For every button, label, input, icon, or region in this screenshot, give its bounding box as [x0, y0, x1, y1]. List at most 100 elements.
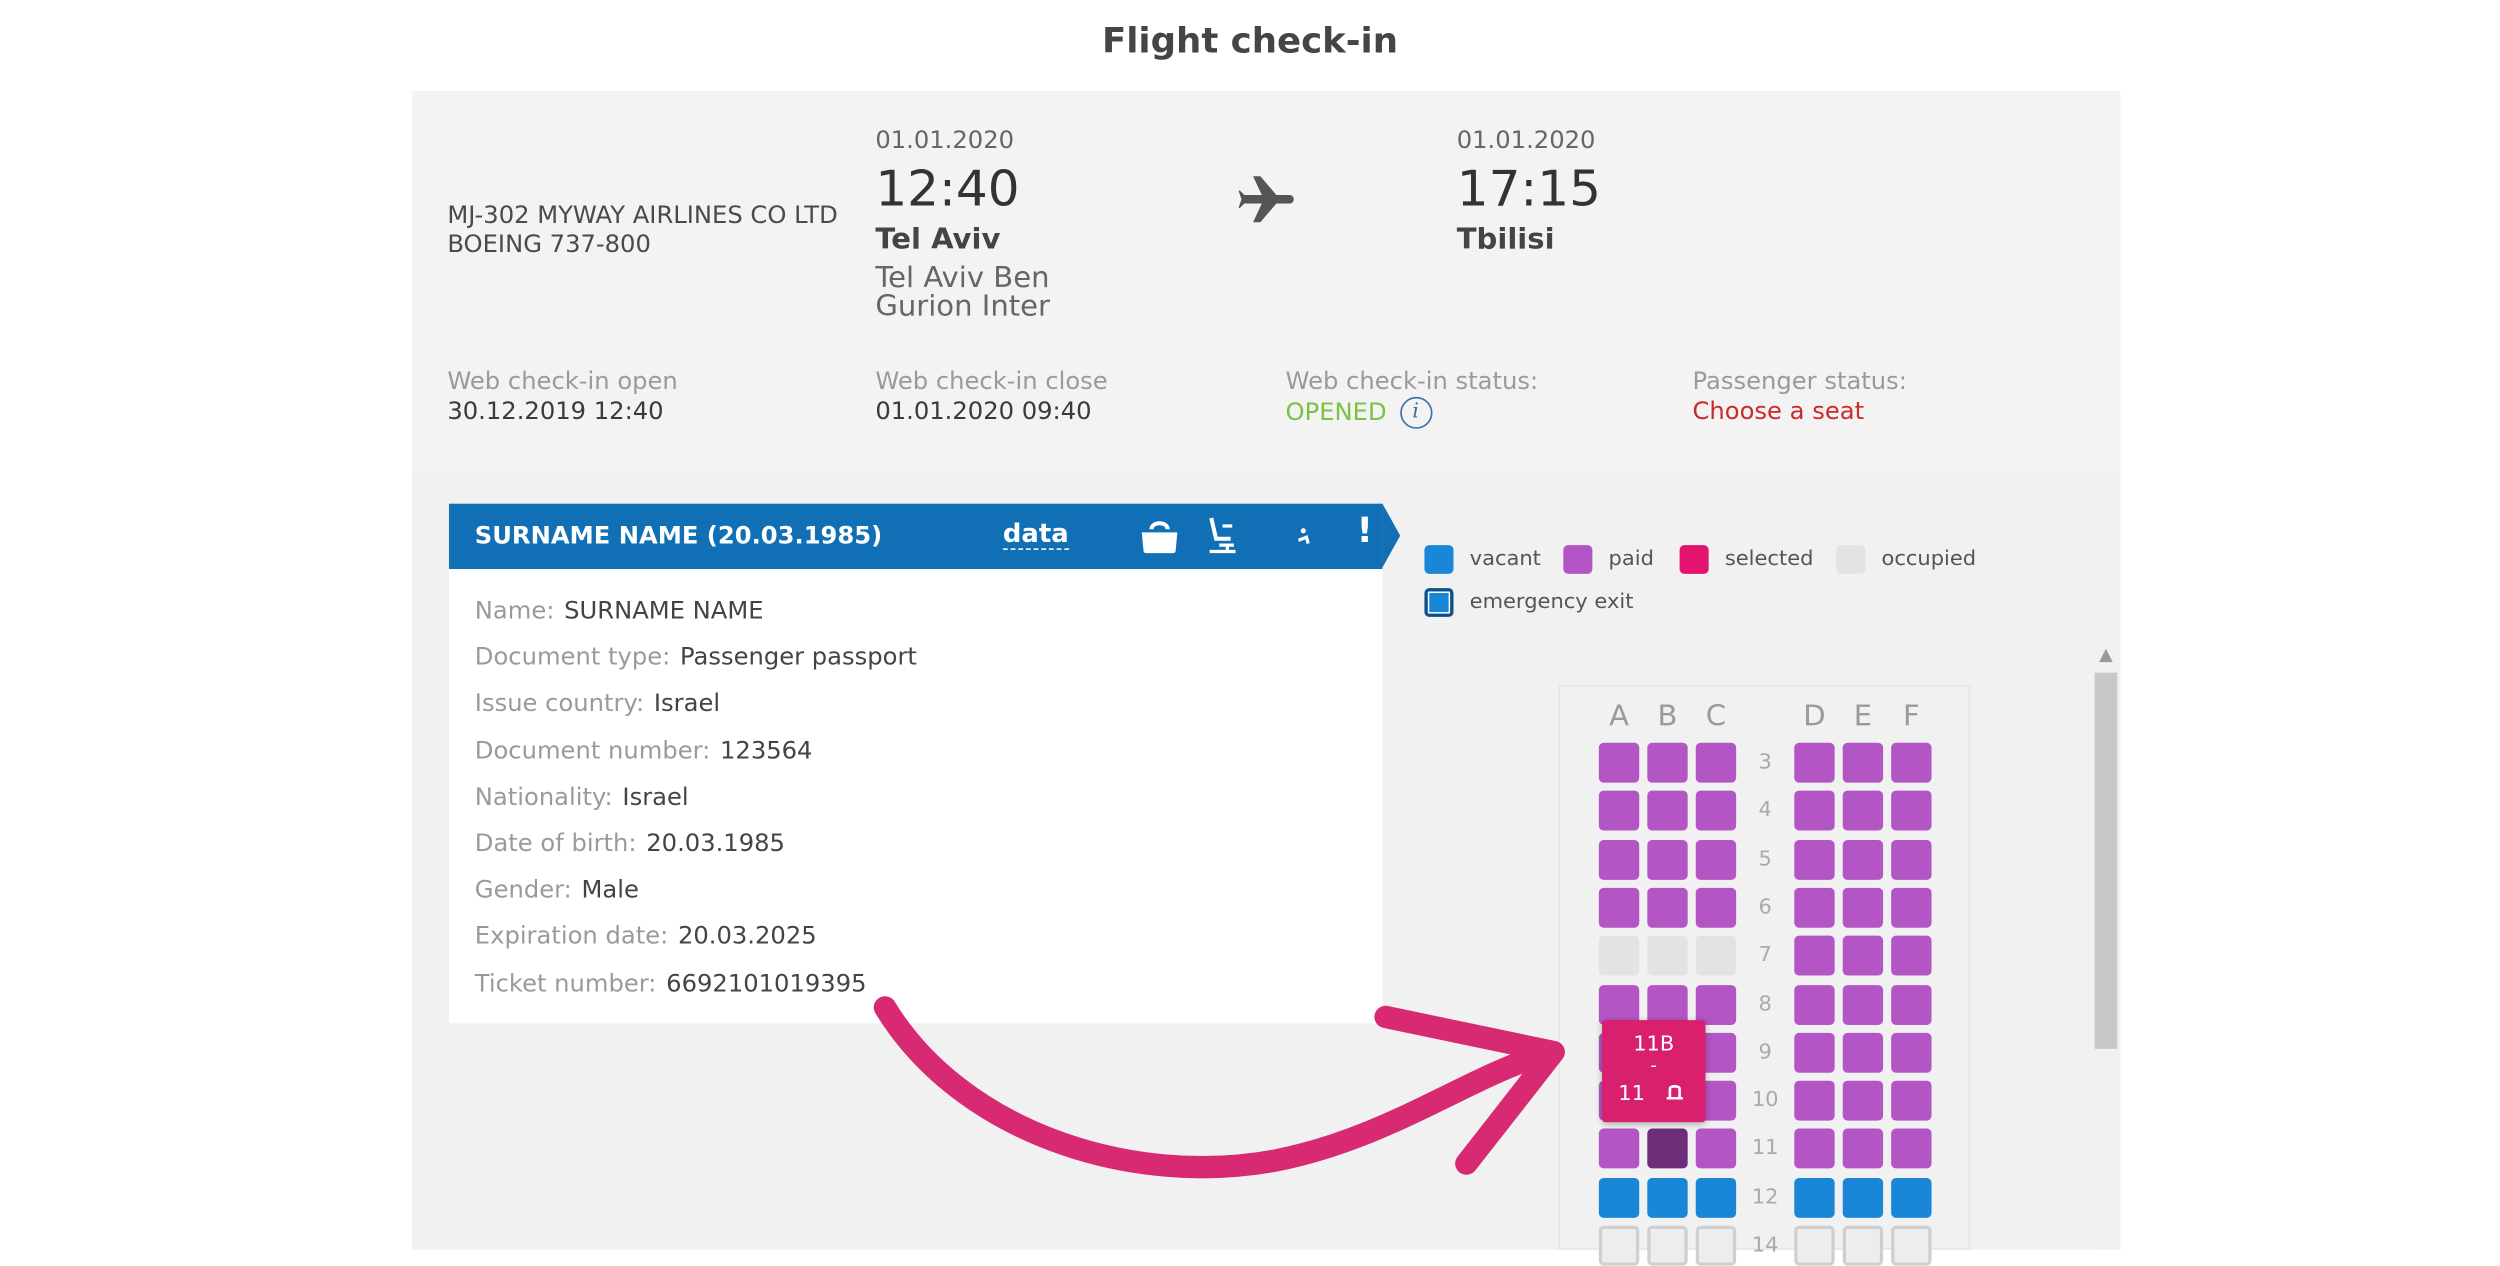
seat-12D[interactable] [1794, 1177, 1835, 1218]
seat-3A[interactable] [1598, 742, 1640, 783]
field-label: Document number: [474, 735, 711, 765]
row-number: 5 [1758, 847, 1772, 872]
legend-paid-label: paid [1608, 547, 1654, 572]
field-label: Issue country: [474, 689, 645, 718]
seat-5C[interactable] [1695, 839, 1737, 880]
passenger-header[interactable]: SURNAME NAME (20.03.1985) data ! [448, 503, 1401, 570]
scroll-up-icon[interactable]: ▲ [2099, 643, 2113, 665]
info-icon[interactable]: i [1399, 396, 1432, 429]
seat-8A[interactable] [1598, 984, 1640, 1025]
seat-4E[interactable] [1842, 791, 1884, 831]
seat-10E[interactable] [1842, 1080, 1884, 1121]
checkin-open-label: Web check-in open [447, 366, 678, 396]
seat-12C[interactable] [1695, 1177, 1737, 1218]
seat-11A[interactable] [1598, 1129, 1640, 1170]
passenger-field-row: Document number: 123564 [475, 736, 813, 765]
seat-4D[interactable] [1794, 791, 1835, 831]
legend-occupied-label: occupied [1881, 547, 1977, 572]
seat-4B[interactable] [1647, 791, 1688, 831]
seat-icon[interactable] [1206, 515, 1238, 556]
passenger-field-row: Issue country: Israel [475, 689, 720, 718]
passenger-details: Name: SURNAME NAME Document type: Passenger… [448, 569, 1383, 1024]
row-number: 11 [1751, 1137, 1779, 1162]
arrival-time: 17:15 [1456, 160, 1602, 219]
checkin-status: Web check-in status: OPENED i [1285, 366, 1539, 429]
seat-7F[interactable] [1891, 935, 1932, 976]
seat-3D[interactable] [1794, 742, 1835, 783]
seat-5F[interactable] [1891, 839, 1932, 880]
seat-10D[interactable] [1794, 1080, 1835, 1121]
passenger-field-row: Expiration date: 20.03.2025 [475, 922, 817, 951]
seat-8B[interactable] [1647, 984, 1688, 1025]
seat-6E[interactable] [1842, 887, 1884, 928]
seat-12F[interactable] [1891, 1177, 1932, 1218]
seat-3E[interactable] [1842, 742, 1884, 783]
seat-9F[interactable] [1891, 1032, 1932, 1073]
seat-map: A B C D E F 3 4 5 6 7 8 9 10 11 12 14 [1558, 685, 1971, 1266]
baggage-icon[interactable] [1137, 515, 1182, 556]
seat-small-icon [1666, 1085, 1683, 1100]
seat-3C[interactable] [1695, 742, 1737, 783]
arrival-date: 01.01.2020 [1456, 125, 1596, 155]
scrollbar-thumb[interactable] [2094, 672, 2118, 1049]
seat-12B[interactable] [1647, 1177, 1688, 1218]
seat-3B[interactable] [1647, 742, 1688, 783]
seat-10F[interactable] [1891, 1080, 1932, 1121]
seat-11B[interactable] [1647, 1129, 1688, 1170]
seat-5B[interactable] [1647, 839, 1688, 880]
seat-6C[interactable] [1695, 887, 1737, 928]
departure-date: 01.01.2020 [875, 125, 1015, 155]
departure-block: 01.01.2020 12:40 Tel Aviv Tel Aviv Ben G… [875, 126, 1085, 322]
vacant-swatch [1424, 545, 1454, 574]
passenger-field-row: Nationality: Israel [475, 782, 689, 811]
column-label: F [1902, 699, 1920, 734]
seat-14F [1891, 1225, 1932, 1266]
seat-3F[interactable] [1891, 742, 1932, 783]
field-label: Name: [474, 596, 555, 625]
row-number: 7 [1758, 943, 1772, 968]
legend-emergency-label: emergency exit [1469, 590, 1634, 615]
seat-8E[interactable] [1842, 984, 1884, 1025]
seat-4C[interactable] [1695, 791, 1737, 831]
meal-icon[interactable] [1294, 515, 1313, 556]
column-label: A [1609, 699, 1629, 734]
seat-5D[interactable] [1794, 839, 1835, 880]
flight-number: MJ-302 MYWAY AIRLINES CO LTD [447, 200, 838, 230]
seat-11C[interactable] [1695, 1129, 1737, 1170]
seat-8F[interactable] [1891, 984, 1932, 1025]
field-value: 6692101019395 [666, 968, 867, 998]
seat-5A[interactable] [1598, 839, 1640, 880]
seat-5E[interactable] [1842, 839, 1884, 880]
row-number: 6 [1758, 895, 1772, 920]
seat-11E[interactable] [1842, 1129, 1884, 1170]
seat-12A[interactable] [1598, 1177, 1640, 1218]
checkin-status-label: Web check-in status: [1285, 366, 1539, 396]
field-label: Date of birth: [474, 828, 637, 858]
seat-6A[interactable] [1598, 887, 1640, 928]
seat-12E[interactable] [1842, 1177, 1884, 1218]
field-value: Passenger passport [679, 642, 917, 672]
alert-icon[interactable]: ! [1356, 511, 1373, 552]
seat-9D[interactable] [1794, 1032, 1835, 1073]
column-label: E [1853, 699, 1873, 734]
seat-6F[interactable] [1891, 887, 1932, 928]
seat-11D[interactable] [1794, 1129, 1835, 1170]
seat-4A[interactable] [1598, 791, 1640, 831]
data-tab[interactable]: data [1002, 518, 1069, 550]
seat-9E[interactable] [1842, 1032, 1884, 1073]
passenger-status: Passenger status: Choose a seat [1693, 367, 1907, 426]
seat-6B[interactable] [1647, 887, 1688, 928]
seat-8D[interactable] [1794, 984, 1835, 1025]
seat-7D[interactable] [1794, 935, 1835, 976]
checkin-close-label: Web check-in close [875, 366, 1108, 396]
seat-8C[interactable] [1695, 984, 1737, 1025]
departure-city: Tel Aviv [875, 223, 1001, 257]
passenger-field-row: Ticket number: 6692101019395 [475, 969, 867, 998]
passenger-field-row: Name: SURNAME NAME [475, 596, 764, 625]
seat-11F[interactable] [1891, 1129, 1932, 1170]
seat-7E[interactable] [1842, 935, 1884, 976]
seat-6D[interactable] [1794, 887, 1835, 928]
row-number: 14 [1751, 1233, 1779, 1258]
pointer-arrow-icon [873, 996, 1565, 1179]
seat-4F[interactable] [1891, 791, 1932, 831]
